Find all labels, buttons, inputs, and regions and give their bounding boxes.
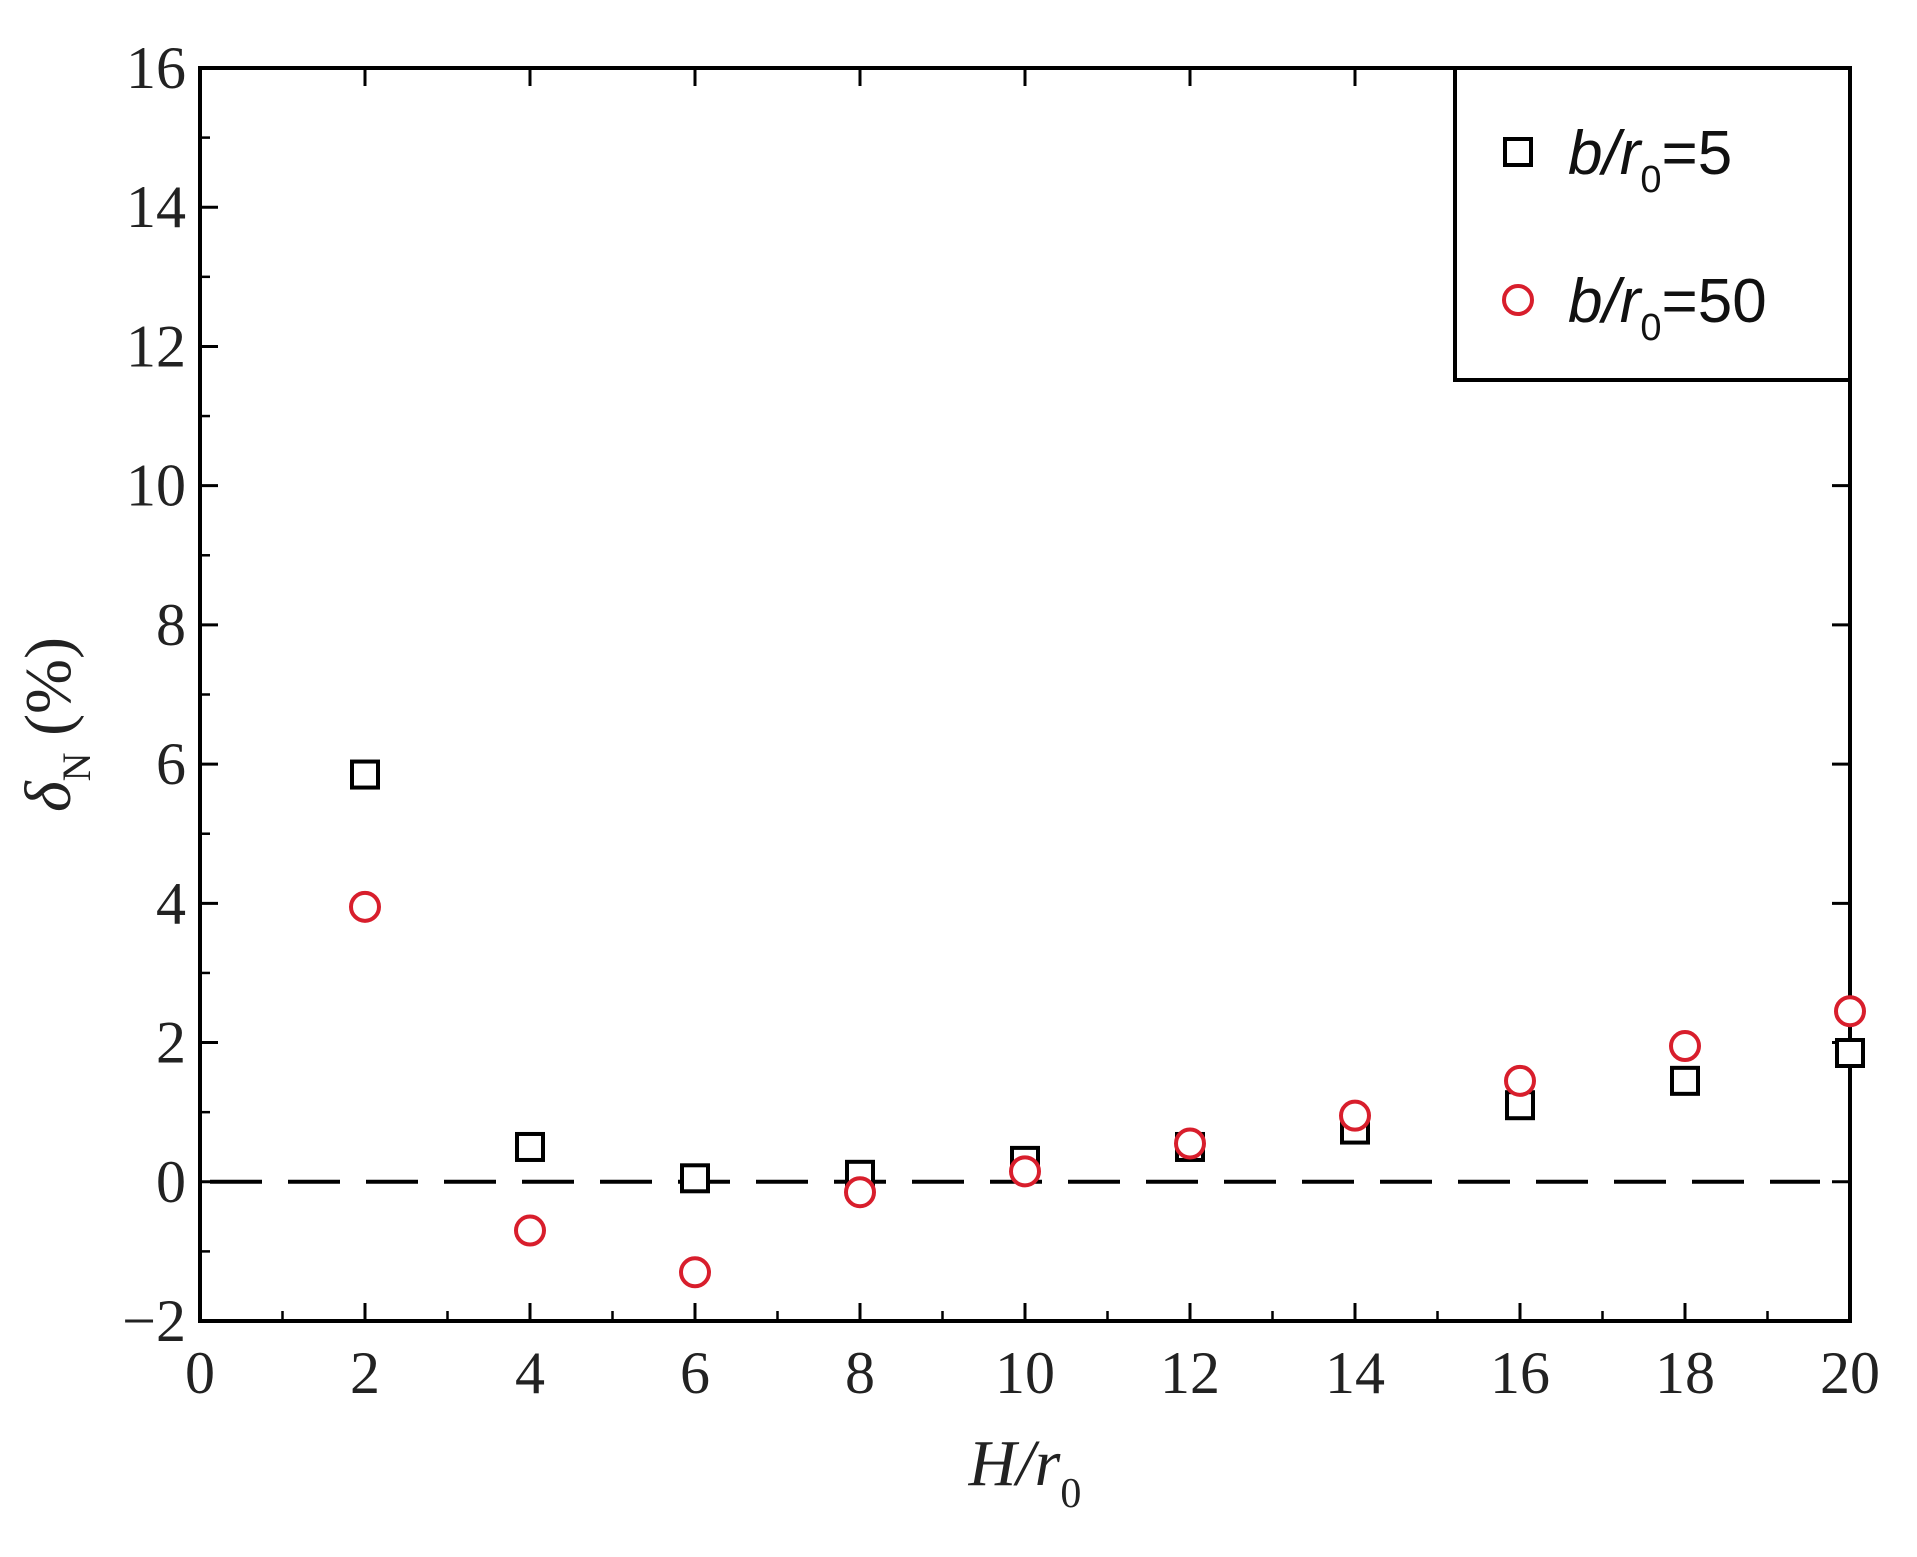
x-axis-title: H/r0 xyxy=(968,1427,1082,1517)
y-tick-label: 8 xyxy=(156,592,186,658)
x-tick-label: 6 xyxy=(680,1340,710,1406)
x-tick-label: 2 xyxy=(350,1340,380,1406)
legend-label-1: b/r0=5 xyxy=(1568,119,1732,201)
x-tick-label: 14 xyxy=(1325,1340,1385,1406)
data-points xyxy=(349,759,1866,1289)
y-tick-label: 16 xyxy=(126,35,186,101)
y-tick-label: 4 xyxy=(156,870,186,936)
legend: b/r0=5 b/r0=50 xyxy=(1453,66,1852,382)
data-point-series-1 xyxy=(350,759,380,790)
x-tick-label: 16 xyxy=(1490,1340,1550,1406)
data-point-series-2 xyxy=(1174,1127,1206,1160)
y-axis-title: δN (%) xyxy=(12,637,99,812)
data-point-series-2 xyxy=(514,1214,546,1247)
data-point-series-2 xyxy=(1834,995,1866,1028)
data-point-series-1 xyxy=(1835,1037,1865,1068)
data-point-series-2 xyxy=(1009,1155,1041,1188)
legend-label-2: b/r0=50 xyxy=(1568,267,1767,349)
y-tick-label: 6 xyxy=(156,731,186,797)
data-point-series-2 xyxy=(1339,1099,1371,1132)
data-point-series-2 xyxy=(349,890,381,923)
x-tick-label: 20 xyxy=(1820,1340,1880,1406)
data-point-series-2 xyxy=(1669,1030,1701,1063)
legend-marker-2 xyxy=(1502,284,1534,316)
data-point-series-1 xyxy=(680,1163,710,1194)
x-tick-label: 10 xyxy=(995,1340,1055,1406)
data-point-series-2 xyxy=(679,1256,711,1289)
x-tick-label: 8 xyxy=(845,1340,875,1406)
data-point-series-2 xyxy=(844,1176,876,1209)
legend-box xyxy=(1453,66,1852,382)
y-tick-label: 0 xyxy=(156,1149,186,1215)
data-point-series-2 xyxy=(1504,1064,1536,1097)
y-tick-label: 2 xyxy=(156,1010,186,1076)
data-point-series-1 xyxy=(515,1131,545,1162)
legend-marker-1 xyxy=(1503,137,1533,167)
y-tick-label: 14 xyxy=(126,174,186,240)
y-tick-label: 12 xyxy=(126,313,186,379)
data-point-series-1 xyxy=(1670,1065,1700,1096)
x-tick-label: 12 xyxy=(1160,1340,1220,1406)
y-tick-label: 10 xyxy=(126,453,186,519)
x-tick-label: 0 xyxy=(185,1340,215,1406)
x-tick-label: 4 xyxy=(515,1340,545,1406)
y-tick-label: −2 xyxy=(122,1288,186,1354)
x-tick-label: 18 xyxy=(1655,1340,1715,1406)
